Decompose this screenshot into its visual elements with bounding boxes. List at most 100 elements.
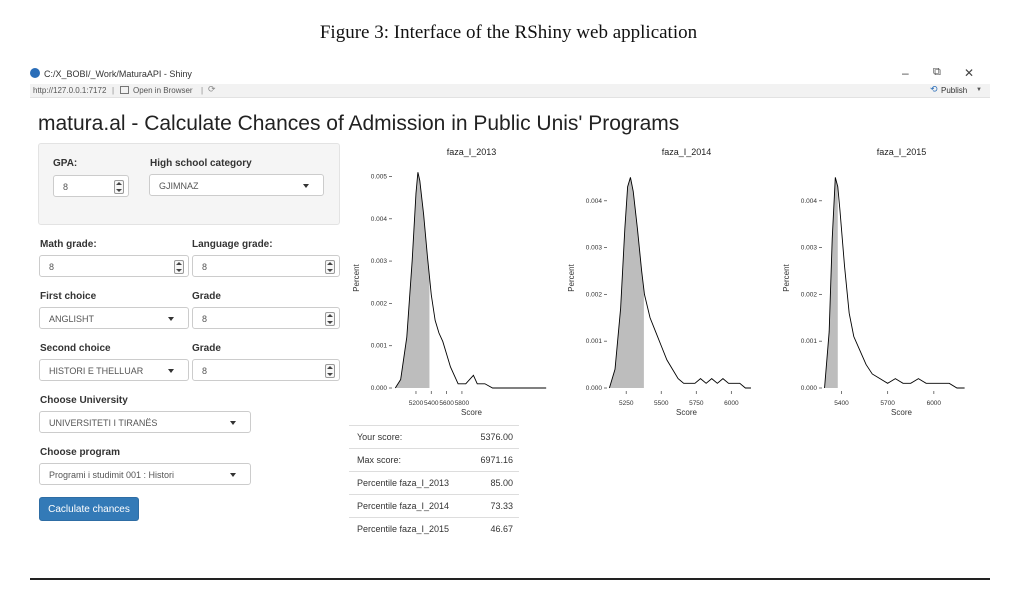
publish-icon: ⟲ (930, 84, 938, 94)
table-row: Max score: 6971.16 (349, 448, 519, 472)
result-value: 6971.16 (467, 448, 519, 472)
x-tick-label: 5800 (455, 400, 470, 407)
y-tick-label: 0.004 (801, 198, 818, 205)
chart-title: faza_I_2013 (447, 147, 497, 157)
result-label: Max score: (349, 448, 468, 472)
x-axis-label: Score (461, 408, 482, 417)
window-title: C:/X_BOBI/_Work/MaturaAPI - Shiny (44, 69, 192, 79)
x-tick-label: 5600 (439, 400, 454, 407)
y-axis-label: Percent (567, 263, 576, 291)
second-grade-value: 8 (202, 366, 208, 376)
table-row: Percentile faza_I_2013 85.00 (349, 471, 519, 495)
density-line (394, 172, 547, 389)
university-label: Choose University (40, 395, 128, 406)
y-tick-label: 0.004 (586, 198, 603, 205)
minimize-button[interactable]: – (902, 66, 909, 80)
x-tick-label: 5250 (619, 400, 634, 407)
second-grade-input[interactable]: 8 (192, 359, 340, 381)
first-choice-value: ANGLISHT (49, 314, 95, 324)
y-tick-label: 0.003 (371, 258, 388, 265)
spinner-icon[interactable] (114, 180, 124, 194)
close-button[interactable]: ✕ (964, 66, 975, 80)
address-url[interactable]: http://127.0.0.1:7172 (33, 86, 107, 95)
first-choice-select[interactable]: ANGLISHT (39, 307, 189, 329)
separator: | (112, 86, 115, 95)
publish-button[interactable]: Publish (941, 86, 968, 95)
refresh-icon[interactable]: ⟳ (208, 84, 216, 94)
chart-title: faza_I_2015 (877, 147, 927, 157)
result-label: Your score: (349, 425, 468, 449)
language-value: 8 (202, 262, 208, 272)
spinner-icon[interactable] (325, 260, 335, 274)
calculate-button[interactable]: Caclulate chances (39, 497, 139, 521)
result-value: 73.33 (467, 494, 519, 518)
x-axis-label: Score (891, 408, 912, 417)
browser-icon (120, 86, 129, 94)
spinner-icon[interactable] (325, 312, 335, 326)
table-row: Percentile faza_I_2015 46.67 (349, 517, 519, 540)
x-tick-label: 5400 (834, 400, 849, 407)
caret-down-icon (230, 473, 236, 477)
restore-button[interactable]: ⧉ (933, 66, 941, 78)
spinner-icon[interactable] (325, 364, 335, 378)
first-grade-input[interactable]: 8 (192, 307, 340, 329)
university-select[interactable]: UNIVERSITETI I TIRANËS (39, 411, 251, 433)
gpa-input[interactable]: 8 (53, 175, 129, 197)
page-title: matura.al - Calculate Chances of Admissi… (38, 112, 680, 135)
density-plot-2013: faza_I_2013 0.000 0.001 0.002 0.003 0.004 0.00… (352, 147, 547, 417)
math-input[interactable]: 8 (39, 255, 189, 277)
table-row: Percentile faza_I_2014 73.33 (349, 494, 519, 518)
university-value: UNIVERSITETI I TIRANËS (49, 418, 158, 428)
math-label: Math grade: (40, 239, 97, 250)
y-tick-label: 0.003 (586, 245, 603, 252)
density-plot-2014: faza_I_2014 0.000 0.001 0.002 0.003 0.004 5250… (567, 147, 751, 417)
second-choice-select[interactable]: HISTORI E THELLUAR (39, 359, 189, 381)
y-tick-label: 0.004 (371, 216, 388, 223)
y-tick-label: 0.001 (371, 343, 388, 350)
caret-down-icon (303, 184, 309, 188)
program-select[interactable]: Programi i studimit 001 : Histori (39, 463, 251, 485)
shaded-area (609, 177, 644, 388)
result-label: Percentile faza_I_2014 (349, 494, 468, 518)
program-value: Programi i studimit 001 : Histori (49, 470, 175, 480)
result-label: Percentile faza_I_2015 (349, 517, 468, 540)
language-input[interactable]: 8 (192, 255, 340, 277)
caret-down-icon (168, 369, 174, 373)
separator: | (201, 86, 204, 95)
math-value: 8 (49, 262, 55, 272)
result-value: 85.00 (467, 471, 519, 495)
gpa-label: GPA: (53, 158, 78, 169)
hs-category-select[interactable]: GJIMNAZ (149, 174, 324, 196)
x-tick-label: 6000 (724, 400, 739, 407)
x-tick-label: 5750 (689, 400, 704, 407)
open-in-browser-button[interactable]: Open in Browser (133, 86, 193, 95)
address-toolbar: http://127.0.0.1:7172 | Open in Browser … (30, 84, 990, 98)
y-tick-label: 0.003 (801, 245, 818, 252)
second-choice-label: Second choice (40, 343, 111, 354)
second-grade-label: Grade (192, 343, 221, 354)
x-tick-label: 5400 (424, 400, 439, 407)
result-label: Percentile faza_I_2013 (349, 471, 468, 495)
bottom-rule (30, 578, 990, 580)
caret-down-icon (230, 421, 236, 425)
y-tick-label: 0.002 (586, 291, 603, 298)
chart-title: faza_I_2014 (662, 147, 712, 157)
x-tick-label: 6000 (927, 400, 942, 407)
y-tick-label: 0.002 (371, 300, 388, 307)
first-grade-label: Grade (192, 291, 221, 302)
rstudio-icon (30, 68, 40, 78)
result-value: 46.67 (467, 517, 519, 540)
y-tick-label: 0.000 (371, 385, 388, 392)
y-tick-label: 0.002 (801, 291, 818, 298)
density-line (824, 177, 965, 389)
density-plot-2015: faza_I_2015 0.000 0.001 0.002 0.003 0.004 5400… (782, 147, 965, 417)
x-tick-label: 5200 (409, 400, 424, 407)
first-grade-value: 8 (202, 314, 208, 324)
spinner-icon[interactable] (174, 260, 184, 274)
result-value: 5376.00 (467, 425, 519, 449)
chevron-down-icon[interactable]: ▼ (976, 87, 982, 93)
hs-category-value: GJIMNAZ (159, 181, 199, 191)
y-tick-label: 0.001 (586, 338, 603, 345)
y-axis-label: Percent (352, 263, 361, 291)
second-choice-value: HISTORI E THELLUAR (49, 366, 144, 376)
